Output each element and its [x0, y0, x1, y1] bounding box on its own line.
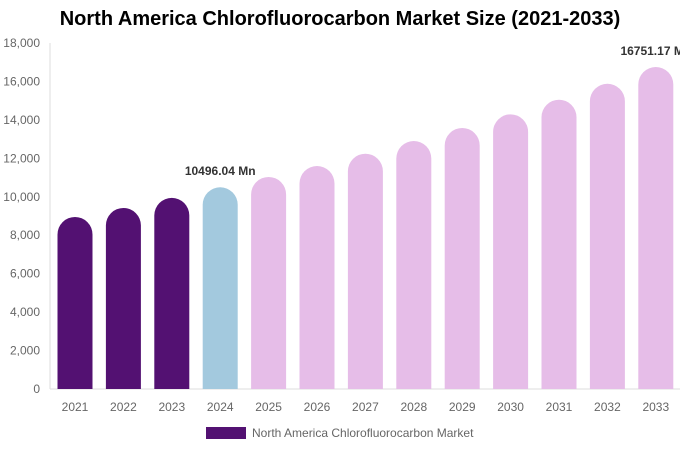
y-tick-label: 4,000 [10, 305, 40, 319]
bar-2022 [105, 207, 141, 389]
bar-2033 [638, 67, 674, 390]
bar-2025 [251, 176, 287, 389]
legend-swatch [206, 427, 246, 439]
y-tick-label: 8,000 [10, 228, 40, 242]
bar-2021 [57, 216, 93, 389]
x-tick-label: 2028 [400, 400, 427, 414]
bar-2031 [541, 99, 577, 389]
x-tick-label: 2024 [207, 400, 234, 414]
bar-2024 [202, 187, 238, 389]
y-tick-label: 2,000 [10, 344, 40, 358]
y-tick-label: 14,000 [3, 113, 40, 127]
legend: North America Chlorofluorocarbon Market [206, 426, 473, 440]
x-tick-label: 2032 [594, 400, 621, 414]
y-tick-label: 0 [33, 382, 40, 396]
legend-label: North America Chlorofluorocarbon Market [252, 426, 474, 440]
y-tick-label: 6,000 [10, 267, 40, 281]
x-tick-label: 2022 [110, 400, 137, 414]
data-label-2024: 10496.04 Mn [185, 164, 256, 178]
x-tick-label: 2025 [255, 400, 282, 414]
x-tick-label: 2027 [352, 400, 379, 414]
y-tick-label: 16,000 [3, 74, 40, 88]
x-tick-label: 2021 [62, 400, 89, 414]
y-tick-label: 12,000 [3, 151, 40, 165]
chart-title: North America Chlorofluorocarbon Market … [59, 8, 621, 30]
bar-2030 [493, 114, 529, 389]
x-tick-label: 2031 [546, 400, 573, 414]
bar-2027 [347, 153, 383, 389]
y-tick-label: 10,000 [3, 190, 40, 204]
bar-2026 [299, 166, 335, 389]
bar-2028 [396, 141, 432, 389]
data-label-2033: 16751.17 Mn [620, 44, 680, 58]
x-tick-label: 2026 [304, 400, 331, 414]
x-tick-label: 2029 [449, 400, 476, 414]
y-tick-label: 18,000 [3, 36, 40, 50]
bar-2023 [154, 197, 190, 389]
bar-2029 [444, 127, 480, 390]
bar-2032 [589, 83, 625, 390]
x-tick-label: 2023 [158, 400, 185, 414]
x-tick-label: 2030 [497, 400, 524, 414]
x-tick-label: 2033 [642, 400, 669, 414]
